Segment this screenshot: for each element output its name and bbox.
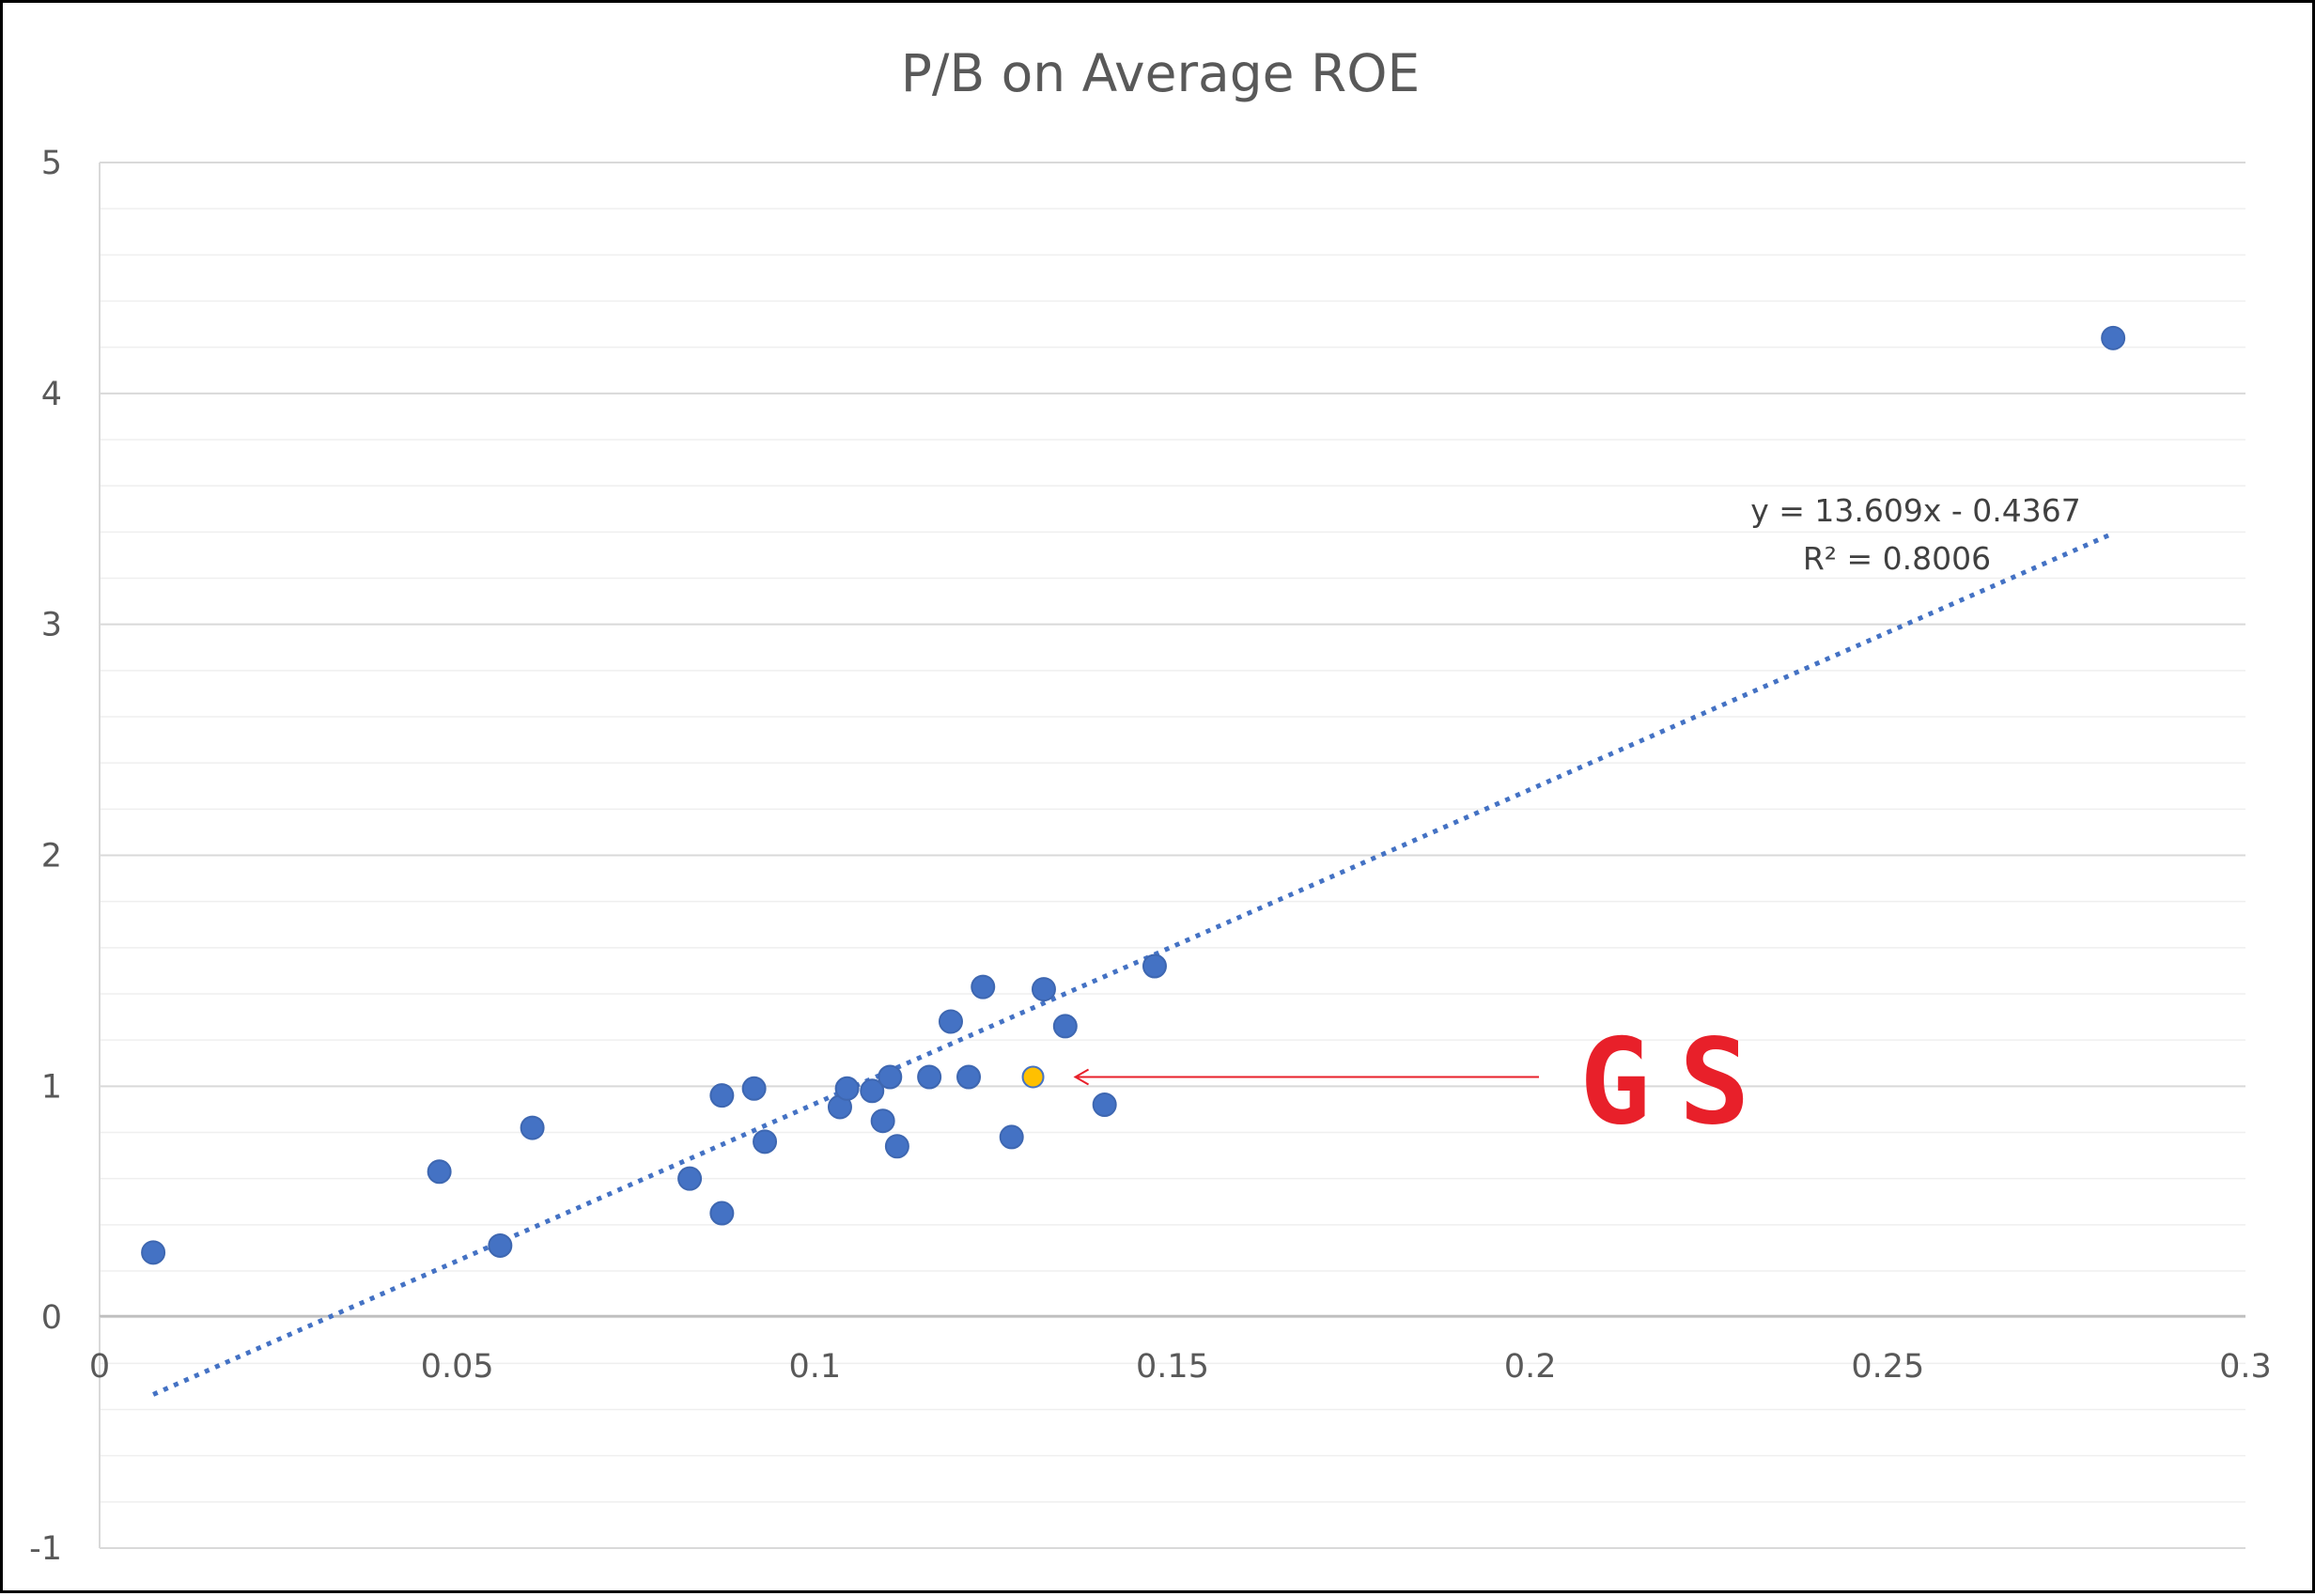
y-tick-label: -1 [29, 1530, 62, 1568]
data-point [753, 1129, 778, 1154]
y-tick-label: 1 [41, 1068, 62, 1106]
x-tick-label: 0.3 [2219, 1348, 2272, 1386]
chart-title: P/B on Average ROE [901, 43, 1421, 103]
data-point [860, 1078, 885, 1104]
x-tick-label: 0.15 [1136, 1348, 1209, 1386]
data-point [870, 1108, 895, 1134]
data-point [709, 1201, 735, 1226]
highlighted-point [1021, 1065, 1045, 1089]
y-tick-label: 5 [41, 145, 62, 182]
data-point [520, 1115, 545, 1140]
data-point [956, 1064, 982, 1090]
x-tick-label: 0.1 [788, 1348, 841, 1386]
data-point [141, 1240, 166, 1265]
data-point [834, 1076, 860, 1101]
trendline-line [152, 531, 2115, 1397]
annotation: GS [1073, 1013, 1779, 1151]
x-tick-label: 0.25 [1851, 1348, 1924, 1386]
data-point [2101, 325, 2126, 350]
data-point [427, 1159, 452, 1185]
data-point [488, 1232, 513, 1258]
data-point [677, 1166, 703, 1191]
y-tick-label: 3 [41, 607, 62, 644]
trendline-equation: y = 13.609x - 0.4367 [1750, 492, 2081, 529]
y-tick-label: 4 [41, 376, 62, 413]
data-point [741, 1076, 767, 1101]
trendline [152, 531, 2115, 1397]
scatter-chart: 0 0.05 0.1 0.15 0.2 0.25 0.3 -1 0 1 2 3 4 5 GS P/B o… [29, 43, 2272, 1568]
data-point [878, 1064, 903, 1090]
trendline-r-squared: R² = 0.8006 [1803, 540, 1991, 577]
data-point [709, 1083, 735, 1108]
axes [99, 163, 2245, 1548]
data-point [999, 1124, 1024, 1150]
data-points [141, 325, 2126, 1265]
x-tick-label: 0.2 [1504, 1348, 1557, 1386]
x-tick-labels: 0 0.05 0.1 0.15 0.2 0.25 0.3 [89, 1348, 2272, 1386]
data-point [917, 1064, 942, 1090]
data-point [938, 1009, 963, 1034]
data-point [971, 974, 996, 999]
y-tick-label: 0 [41, 1299, 62, 1337]
data-point [884, 1134, 909, 1159]
data-point [1031, 977, 1056, 1002]
gridlines [100, 162, 2245, 1549]
annotation-arrow-head [1073, 1068, 1090, 1086]
data-point [1142, 953, 1167, 979]
x-tick-label: 0 [89, 1348, 110, 1386]
data-point [1052, 1014, 1078, 1039]
annotation-label: GS [1579, 1013, 1779, 1151]
x-tick-label: 0.05 [421, 1348, 494, 1386]
y-tick-label: 2 [41, 838, 62, 875]
y-tick-labels: -1 0 1 2 3 4 5 [29, 145, 62, 1568]
data-point [1092, 1092, 1117, 1117]
